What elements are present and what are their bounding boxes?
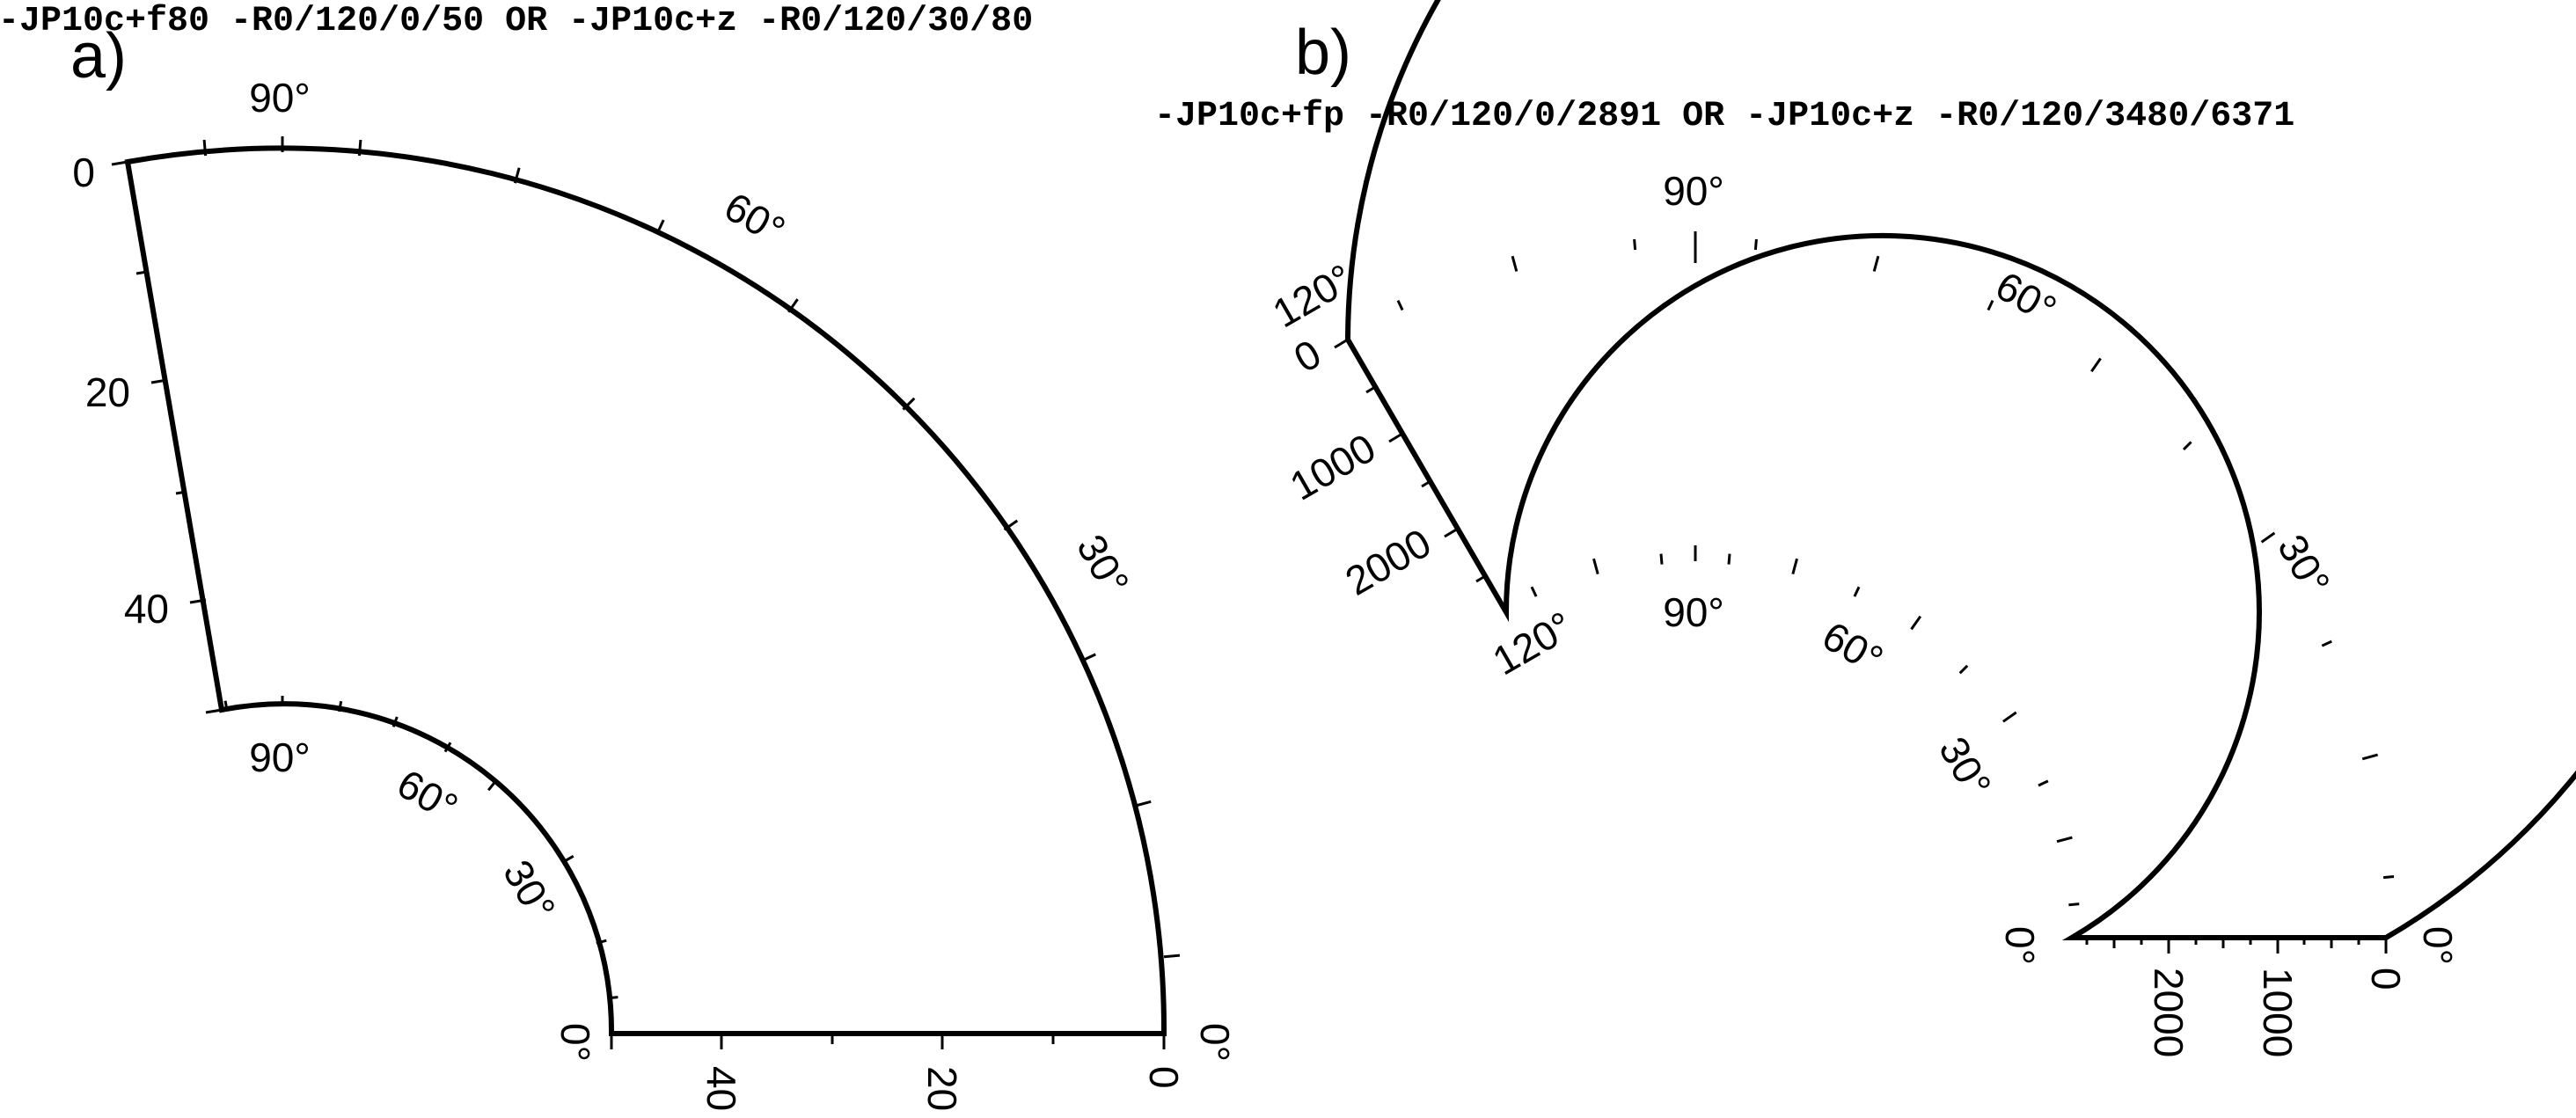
panel-b-frame xyxy=(1344,0,2576,940)
panel-a-outer-angle-60: 60° xyxy=(717,183,793,253)
panel-b-ticks xyxy=(1334,231,2395,954)
panel-a-depth-left-0: 0 xyxy=(72,150,95,195)
panel-a-depth-left-20: 20 xyxy=(85,369,130,415)
panel-b-inner-angle-0: 0° xyxy=(1997,926,2043,965)
panel-b-inner-angle-90: 90° xyxy=(1663,589,1724,635)
panel-a: -JP10c+f80 -R0/120/0/50 OR -JP10c+z -R0/… xyxy=(0,2,1238,1111)
panel-a-depth-bottom-20: 20 xyxy=(919,1066,965,1111)
panel-b-label: b) xyxy=(1295,18,1351,88)
panel-a-command: -JP10c+f80 -R0/120/0/50 OR -JP10c+z -R0/… xyxy=(0,2,1033,41)
panel-a-inner-angle-60: 60° xyxy=(390,760,465,830)
panel-b-command: -JP10c+fp -R0/120/0/2891 OR -JP10c+z -R0… xyxy=(1154,97,2294,136)
panel-a-depth-bottom-0: 0 xyxy=(1141,1066,1187,1089)
panel-a-label: a) xyxy=(70,21,127,91)
panel-b-outer-angle-60: 60° xyxy=(1988,262,2064,332)
panel-b-outer-angle-90: 90° xyxy=(1663,168,1724,214)
panel-b-depth-left-1000: 1000 xyxy=(1282,425,1383,509)
panel-a-frame xyxy=(124,145,1167,1036)
panel-b-depth-bottom-1000: 1000 xyxy=(2255,968,2301,1057)
panel-b-outer-angle-0: 0° xyxy=(2415,926,2461,965)
panel-b-inner-angle-60: 60° xyxy=(1815,612,1891,683)
panel-b-depth-bottom-0: 0 xyxy=(2363,968,2409,990)
panel-a-outer-angle-0: 0° xyxy=(1192,1023,1238,1062)
panel-b-depth-bottom-2000: 2000 xyxy=(2146,968,2192,1057)
panel-a-depth-left-40: 40 xyxy=(124,586,169,632)
panel-b: b) -JP10c+fp -R0/120/0/2891 OR -JP10c+z … xyxy=(1154,0,2576,1057)
panel-a-ticks xyxy=(111,136,1181,1049)
panel-a-inner-angle-90: 90° xyxy=(249,734,311,780)
panel-b-depth-left-0: 0 xyxy=(1286,331,1328,382)
panel-a-outer-angle-30: 30° xyxy=(1068,527,1138,603)
panel-a-inner-angle-30: 30° xyxy=(494,852,565,928)
panel-a-depth-bottom-40: 40 xyxy=(699,1066,744,1111)
panel-b-inner-angle-120: 120° xyxy=(1485,603,1580,684)
panel-a-inner-angle-0: 0° xyxy=(553,1023,598,1062)
panel-b-inner-angle-30: 30° xyxy=(1930,729,2001,805)
panel-b-outer-angle-30: 30° xyxy=(2269,527,2339,603)
panel-a-outer-angle-90: 90° xyxy=(249,75,311,121)
panel-b-depth-left-2000: 2000 xyxy=(1337,520,1438,604)
